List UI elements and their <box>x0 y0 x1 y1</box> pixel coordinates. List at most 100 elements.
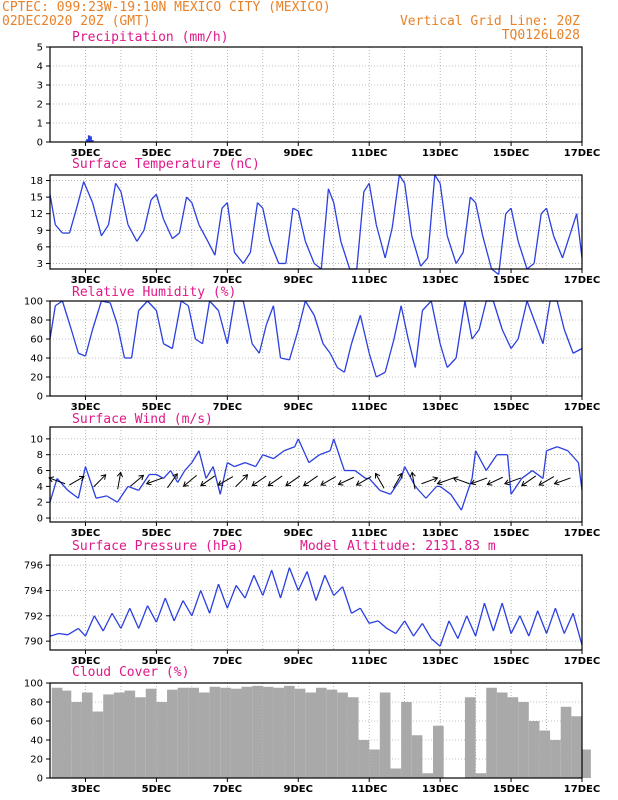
y-tick-label: 8 <box>37 450 43 461</box>
series-segment <box>227 462 235 468</box>
y-tick-label: 4 <box>37 62 43 73</box>
series-segment <box>439 485 452 495</box>
series-segment <box>501 329 512 349</box>
series-segment <box>61 300 72 330</box>
x-tick-label: 13DEC <box>422 656 458 667</box>
series-segment <box>187 305 197 340</box>
x-tick-label: 15DEC <box>493 784 529 795</box>
series-segment <box>184 462 193 471</box>
series-segment <box>91 300 103 330</box>
wind-vector-shaft <box>538 476 555 486</box>
y-tick-label: 10 <box>30 434 43 445</box>
y-tick-label: 100 <box>24 297 43 308</box>
wind-vector <box>93 474 107 488</box>
series-segment <box>138 474 150 491</box>
series-segment <box>439 620 450 647</box>
series-segment <box>526 262 535 270</box>
series-segment <box>164 597 175 622</box>
wind-vector-shaft <box>303 475 318 487</box>
y-tick-label: 6 <box>37 466 43 477</box>
series-segment <box>155 597 166 623</box>
series-segment <box>535 324 544 344</box>
series-segment <box>106 495 118 503</box>
wind-vector-shaft <box>504 477 521 485</box>
bar <box>550 740 561 778</box>
x-tick-label: 13DEC <box>422 402 458 413</box>
series-segment <box>359 607 370 624</box>
series-segment <box>67 627 79 636</box>
series-segment <box>77 466 87 499</box>
series-segment <box>471 329 480 340</box>
series-segment <box>368 183 377 225</box>
wind-vector-head <box>172 473 178 479</box>
series-segment <box>563 613 574 634</box>
series-segment <box>297 300 306 330</box>
series-segment <box>313 315 324 344</box>
series-segment <box>219 462 228 495</box>
series-segment <box>242 300 253 344</box>
series-segment <box>171 232 180 240</box>
y-tick-label: 790 <box>24 637 43 648</box>
series-segment <box>457 615 468 639</box>
x-tick-label: 7DEC <box>213 402 242 413</box>
wind-vector <box>130 474 145 487</box>
series-segment <box>464 300 473 340</box>
x-tick-label: 15DEC <box>493 528 529 539</box>
series-segment <box>304 300 315 316</box>
panel-frame <box>49 682 583 779</box>
panel-2: Relative Humidity (%) 0 20 40 60 80 100 3DEC 5DE… <box>24 285 600 413</box>
panel-title: Surface Pressure (hPa) <box>72 539 244 554</box>
panel-title: Cloud Cover (%) <box>72 665 189 680</box>
series-segment <box>49 305 56 340</box>
series-segment <box>563 329 574 354</box>
bar <box>113 692 125 778</box>
bar <box>518 702 529 778</box>
panel-frame <box>49 46 583 143</box>
x-tick-label: 7DEC <box>213 148 242 159</box>
series-segment <box>413 623 423 637</box>
wind-vector-head <box>374 472 381 479</box>
series-segment <box>491 268 500 276</box>
series-segment <box>200 590 211 614</box>
series-segment <box>182 600 193 617</box>
series-segment <box>84 329 94 357</box>
x-tick-label: 15DEC <box>493 275 529 286</box>
wind-vector-shaft <box>235 474 248 488</box>
bar <box>92 711 104 778</box>
series-segment <box>510 338 519 349</box>
series-segment <box>455 252 464 264</box>
wind-vector <box>217 476 234 486</box>
panel-title: Surface Temperature (nC) <box>72 157 260 172</box>
series-segment <box>498 213 507 275</box>
series-segment <box>297 438 310 463</box>
series-segment <box>93 615 104 632</box>
x-tick-label: 9DEC <box>284 656 313 667</box>
series-segment <box>262 208 271 242</box>
wind-vector-head <box>337 479 344 486</box>
series-segment <box>375 224 386 259</box>
y-tick-label: 1 <box>37 119 43 130</box>
series-segment <box>242 252 251 264</box>
series-segment <box>469 196 477 204</box>
series-segment <box>475 450 487 471</box>
x-tick-label: 5DEC <box>142 528 171 539</box>
series-segment <box>510 208 519 242</box>
wind-vector-head <box>320 480 327 486</box>
x-tick-label: 11DEC <box>351 656 387 667</box>
series-segment <box>78 352 86 357</box>
wind-vector-head <box>182 481 189 487</box>
series-segment <box>386 627 397 635</box>
series-segment <box>474 602 486 637</box>
x-tick-label: 5DEC <box>142 784 171 795</box>
series-segment <box>320 188 330 270</box>
bar <box>81 692 93 778</box>
series-segment <box>130 310 140 359</box>
wind-vector-shaft <box>183 474 197 487</box>
bar <box>51 687 63 778</box>
series-segment <box>170 470 179 483</box>
y-tick-label: 2 <box>37 100 43 111</box>
series-segment <box>333 438 345 471</box>
series-segment <box>568 213 578 237</box>
series-segment <box>120 607 131 629</box>
